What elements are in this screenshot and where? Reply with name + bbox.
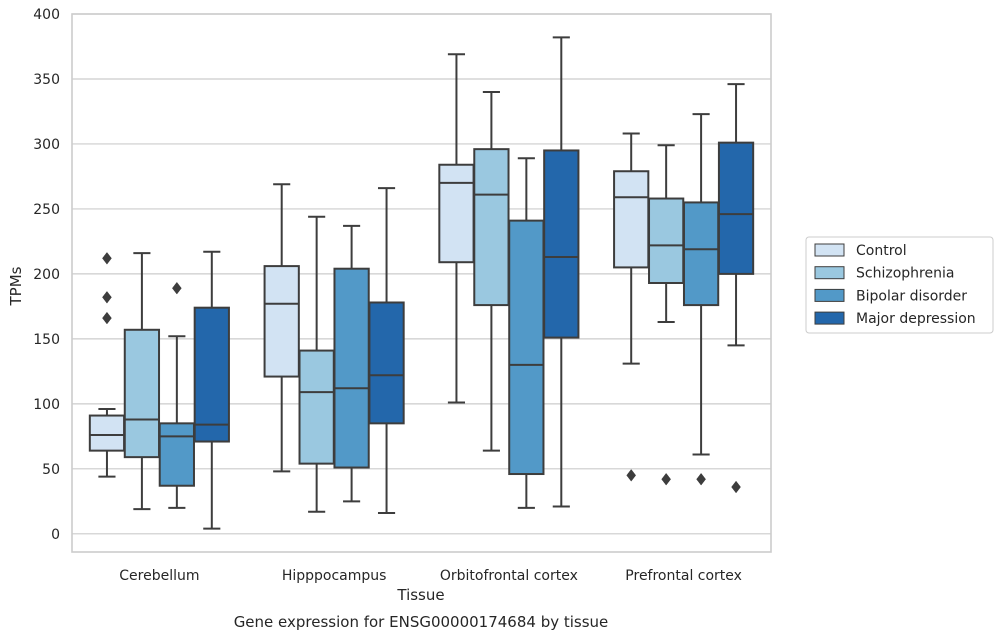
y-tick-label: 250 <box>33 202 60 218</box>
outlier-point <box>172 281 182 295</box>
legend-label: Control <box>856 243 907 259</box>
legend-frame <box>805 236 994 334</box>
box-control <box>438 53 475 404</box>
box-body <box>88 414 126 452</box>
y-tick-label: 350 <box>33 72 60 88</box>
legend: Control Schizophrenia Bipolar disorder Majo… <box>805 236 994 334</box>
box-control <box>263 183 300 473</box>
x-tick-label: Orbitofrontal cortex <box>440 568 578 584</box>
box-body <box>438 163 475 264</box>
box-schizophrenia <box>473 90 510 452</box>
y-tick-label: 300 <box>33 137 60 153</box>
legend-swatch <box>814 243 845 257</box>
legend-label: Schizophrenia <box>856 266 954 282</box>
y-tick-label: 400 <box>33 7 60 23</box>
box-body <box>263 265 300 378</box>
box-body <box>682 201 720 307</box>
box-body <box>648 197 685 284</box>
legend-swatch <box>814 288 845 302</box>
outlier-point <box>696 472 706 486</box>
box-bipolar-disorder <box>508 157 545 509</box>
box-body <box>298 349 335 465</box>
outlier-point <box>731 480 741 494</box>
box-body <box>508 219 545 476</box>
y-tick-label: 0 <box>51 527 60 543</box>
box-body <box>613 170 650 269</box>
box-body <box>543 149 580 339</box>
legend-label: Major depression <box>856 311 976 327</box>
x-axis-title: Tissue <box>396 586 444 604</box>
legend-label: Bipolar disorder <box>856 288 967 304</box>
box-layer <box>88 36 755 530</box>
box-body <box>717 141 755 275</box>
x-tick-label: Hipppocampus <box>282 568 387 584</box>
y-tick-label: 150 <box>33 332 60 348</box>
plot-frame <box>71 13 772 553</box>
y-tick-label: 50 <box>42 462 60 478</box>
box-major-depression <box>543 36 580 508</box>
box-body <box>333 267 370 469</box>
outlier-point <box>102 252 112 265</box>
box-bipolar-disorder <box>158 281 195 509</box>
outlier-point <box>102 291 112 304</box>
y-axis-title: TPMs <box>7 266 25 306</box>
box-schizophrenia <box>123 252 161 511</box>
box-body <box>473 148 510 307</box>
outlier-point <box>661 472 671 486</box>
axes: 0 50 100 150 200 250 300 350 400 Cerebellum Hipppo… <box>33 7 772 584</box>
y-tick-label: 100 <box>33 397 60 413</box>
box-bipolar-disorder <box>682 113 720 486</box>
box-body <box>123 328 161 459</box>
box-schizophrenia <box>298 215 335 513</box>
box-schizophrenia <box>648 144 685 486</box>
outlier-point <box>626 469 637 482</box>
box-major-depression <box>368 187 405 515</box>
y-tick-label: 200 <box>33 267 60 283</box>
box-control <box>88 252 126 478</box>
chart-caption: Gene expression for ENSG00000174684 by t… <box>234 613 609 631</box>
box-major-depression <box>717 83 755 494</box>
box-major-depression <box>193 250 230 530</box>
outlier-point <box>102 311 112 325</box>
x-tick-label: Cerebellum <box>119 568 199 584</box>
box-control <box>613 132 650 482</box>
legend-swatch <box>814 266 845 280</box>
legend-swatch <box>814 311 845 325</box>
box-body <box>368 301 405 425</box>
box-body <box>193 306 230 443</box>
x-tick-label: Prefrontal cortex <box>625 568 742 584</box>
box-body <box>158 422 195 487</box>
box-bipolar-disorder <box>333 224 370 503</box>
